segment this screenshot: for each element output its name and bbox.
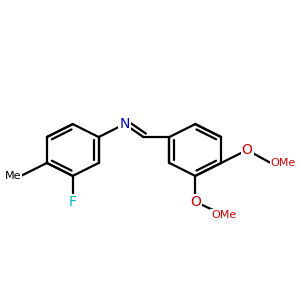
Text: Me: Me <box>4 171 21 181</box>
Text: F: F <box>69 195 77 209</box>
Text: O: O <box>190 195 201 209</box>
Text: N: N <box>119 117 130 131</box>
Text: OMe: OMe <box>211 210 236 220</box>
Text: OMe: OMe <box>271 158 296 168</box>
Text: O: O <box>242 143 253 157</box>
